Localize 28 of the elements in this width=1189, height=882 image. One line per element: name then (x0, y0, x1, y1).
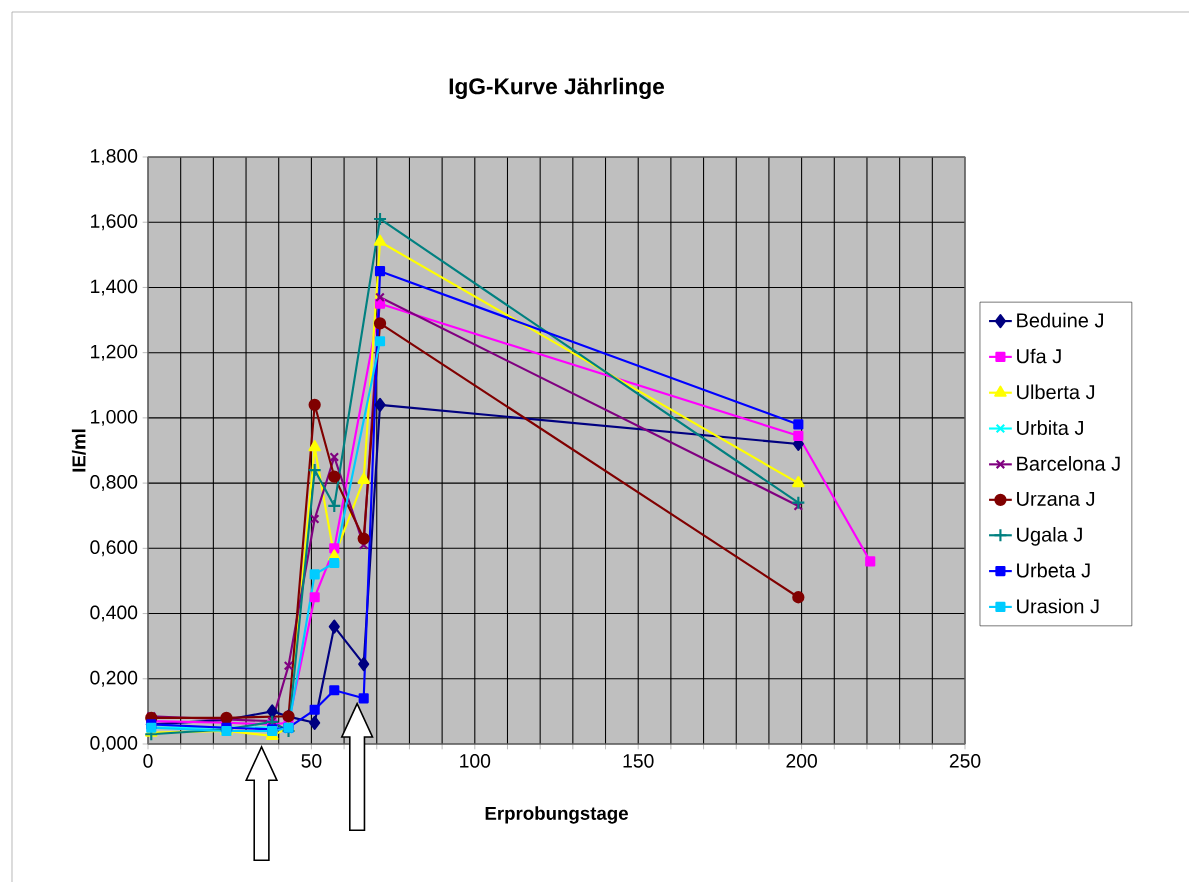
x-tick-label: 250 (949, 754, 981, 768)
legend-label: Barcelona J (1017, 456, 1120, 471)
y-tick-label: 1,200 (91, 344, 138, 361)
chart-title: IgG-Kurve Jährlinge (449, 77, 665, 99)
x-tick-label: 200 (786, 754, 817, 768)
y-tick-label: 1,600 (91, 214, 138, 231)
legend-label: Urbeta J (1017, 562, 1090, 578)
x-tick-label: 50 (301, 754, 322, 768)
legend-label: Urbita J (1017, 420, 1083, 435)
x-tick-label: 100 (460, 754, 491, 768)
y-tick-label: 1,400 (91, 279, 138, 296)
y-tick-label: 0,200 (90, 670, 138, 687)
legend-label: Ufa J (1017, 348, 1061, 364)
legend-label: Urzana J (1017, 491, 1095, 506)
y-tick-label: 0,800 (90, 475, 138, 492)
y-tick-label: 1,000 (91, 409, 138, 426)
y-tick-label: 0,000 (90, 736, 138, 752)
x-axis-title: Erprobungstage (485, 806, 628, 824)
x-tick-label: 0 (143, 754, 153, 768)
y-tick-label: 0,600 (90, 540, 138, 557)
y-tick-label: 1,800 (91, 149, 138, 165)
legend-label: Urasion J (1017, 598, 1099, 614)
y-axis-title: IE/ml (71, 429, 86, 472)
legend-label: Ulberta J (1017, 384, 1095, 400)
legend-label: Ugala J (1017, 527, 1082, 546)
legend-label: Beduine J (1017, 312, 1103, 328)
y-tick-label: 0,400 (90, 605, 138, 622)
x-tick-label: 150 (623, 754, 654, 768)
